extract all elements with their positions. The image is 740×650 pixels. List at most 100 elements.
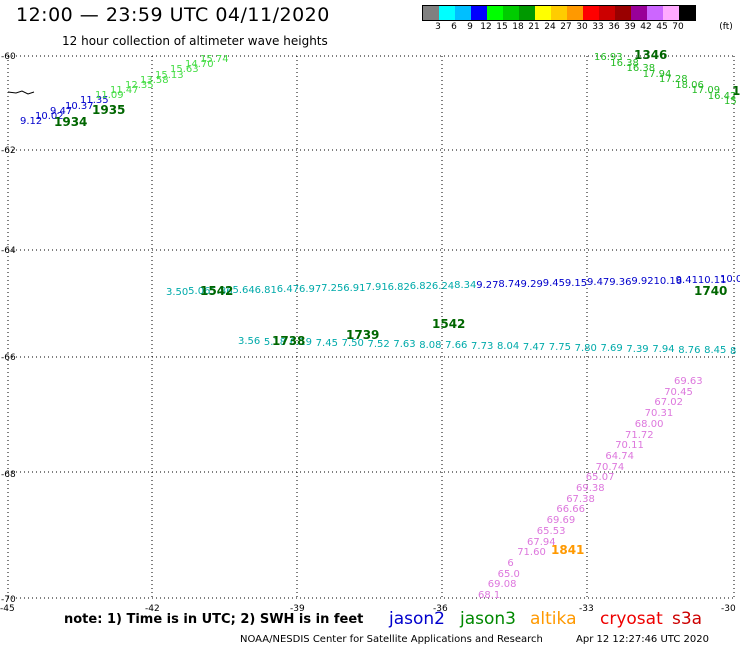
wave-height-value: 13.58 — [140, 74, 169, 86]
wave-height-value: 70.31 — [644, 408, 674, 420]
longitude-label: -45 — [0, 604, 15, 614]
generation-timestamp: Apr 12 12:27:46 UTC 2020 — [576, 634, 709, 645]
pass-time-label: 1542 — [432, 317, 466, 331]
legend-swatch — [471, 6, 487, 20]
legend-swatch — [599, 6, 615, 20]
wave-height-value: 70.74 — [595, 461, 625, 473]
wave-height-value: 6 — [507, 557, 514, 569]
wave-height-value: 9.92 — [631, 276, 654, 288]
wave-height-value: 7.25 — [321, 283, 344, 295]
wave-height-value: 7.63 — [393, 339, 416, 351]
legend-swatch — [487, 6, 503, 20]
wave-height-value: 65.0 — [497, 568, 520, 580]
wave-height-value: 11.35 — [80, 95, 109, 107]
wave-height-value: 65.53 — [536, 525, 566, 537]
wave-height-value: 64.74 — [605, 450, 635, 462]
wave-height-value: 8.45 — [704, 345, 727, 357]
legend-label: 36 — [608, 22, 620, 32]
wave-height-value: 17.94 — [642, 68, 672, 80]
wave-height-value: 11.47 — [110, 85, 139, 96]
wave-height-value: 69.63 — [674, 376, 703, 387]
wave-height-value: 69.08 — [487, 579, 517, 591]
wave-height-value: 15.63 — [170, 64, 199, 76]
longitude-label: -33 — [579, 604, 594, 614]
wave-height-value: 6.47 — [276, 284, 300, 296]
wave-height-value: 8.76 — [678, 344, 701, 356]
latitude-label: -60 — [1, 52, 16, 62]
latitude-label: -64 — [1, 246, 16, 256]
longitude-label: -30 — [721, 604, 736, 614]
legend-label: 9 — [467, 22, 473, 32]
wave-height-value: 17.09 — [691, 85, 721, 96]
wave-height-value: 5.86 — [210, 285, 233, 297]
longitude-label: -36 — [433, 604, 448, 614]
wave-height-value: 68.00 — [634, 418, 664, 430]
map-grid — [7, 55, 735, 599]
legend-swatch — [647, 6, 663, 20]
wave-height-value: 8.04 — [496, 341, 520, 353]
wave-height-value: 12.35 — [125, 79, 154, 91]
wave-height-value: 15.13 — [155, 69, 184, 81]
wave-height-value: 6.82 — [387, 281, 410, 293]
legend-swatch — [583, 6, 599, 20]
wave-height-value: 10.02 — [35, 110, 64, 122]
wave-height-value: 7.80 — [574, 342, 597, 354]
wave-height-value: 68.1 — [478, 590, 501, 601]
latitude-label: -68 — [1, 470, 16, 480]
footer-note: note: 1) Time is in UTC; 2) SWH is in fe… — [64, 612, 364, 627]
wave-height-value: 15.74 — [200, 54, 229, 65]
legend-label: 39 — [624, 22, 636, 32]
map-subtitle: 12 hour collection of altimeter wave hei… — [62, 34, 328, 48]
pass-time-label: 1 — [732, 84, 740, 98]
latitude-label: -62 — [1, 146, 16, 156]
wave-height-value: 9.36 — [609, 276, 632, 288]
wave-height-value: 16.38 — [610, 57, 639, 69]
legend-swatch — [615, 6, 631, 20]
credit-line: NOAA/NESDIS Center for Satellite Applica… — [240, 634, 543, 645]
wave-height-value: 67.02 — [654, 397, 684, 409]
wave-height-value: 7.45 — [315, 337, 338, 349]
legend-label: 6 — [451, 22, 457, 32]
wave-height-value: 18.06 — [675, 79, 704, 91]
legend-swatch — [439, 6, 455, 20]
wave-height-value: 7.66 — [445, 340, 468, 352]
wave-height-value: 69.38 — [576, 483, 605, 494]
color-legend — [422, 5, 696, 21]
wave-height-value: 7.39 — [626, 343, 649, 355]
legend-unit: (ft) — [719, 22, 733, 32]
wave-height-value: 9.47 — [587, 277, 610, 289]
legend-label: 3 — [435, 22, 441, 32]
wave-height-value: 5.64 — [232, 285, 255, 297]
wave-height-value: 5.06 — [188, 286, 211, 298]
wave-height-value: 6.82 — [409, 281, 433, 293]
map-title: 12:00 — 23:59 UTC 04/11/2020 — [16, 4, 330, 26]
wave-height-value: 15 — [724, 96, 737, 107]
wave-height-value: 7.91 — [365, 282, 388, 294]
pass-time-label: 1935 — [92, 103, 126, 117]
legend-swatch — [535, 6, 551, 20]
wave-height-value: 10.0 — [720, 274, 740, 285]
wave-height-value: 7.50 — [341, 338, 364, 350]
legend-label: 30 — [576, 22, 588, 32]
wave-height-value: 9.12 — [20, 116, 43, 127]
wave-height-value: 6.91 — [343, 282, 366, 294]
legend-label: 24 — [544, 22, 556, 32]
latitude-label: -70 — [1, 595, 16, 605]
wave-height-value: 9.47 — [50, 105, 73, 117]
satellite-altika: altika — [530, 609, 577, 629]
wave-height-value: 67.38 — [566, 493, 595, 505]
wave-height-value: 7.52 — [367, 338, 390, 350]
legend-swatch — [503, 6, 519, 20]
wave-height-value: 5.18 — [263, 336, 287, 348]
wave-height-value: 7.94 — [652, 344, 675, 356]
wave-height-value: 9.41 — [675, 275, 698, 287]
latitude-label: -66 — [1, 353, 16, 363]
satellite-jason2: jason2 — [389, 609, 445, 629]
wave-height-value: 70.11 — [615, 440, 644, 452]
legend-swatch — [663, 6, 679, 20]
legend-label: 12 — [480, 22, 492, 32]
pass-time-label: 1738 — [272, 334, 306, 348]
wave-height-value: 10.37 — [65, 100, 94, 112]
wave-height-value: 6.97 — [298, 283, 322, 295]
wave-height-value: 70.45 — [664, 386, 693, 398]
